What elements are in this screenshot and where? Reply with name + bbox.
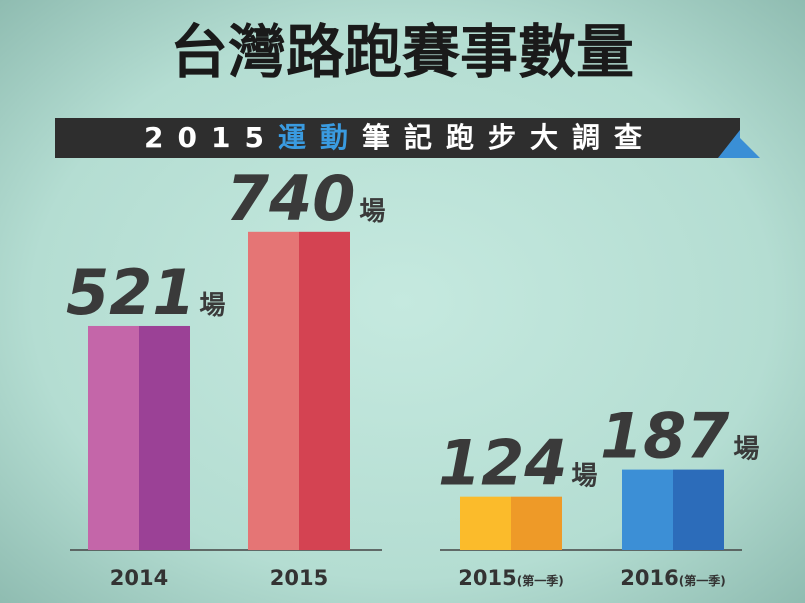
category: 2016	[620, 566, 678, 590]
value-number: 740	[226, 162, 355, 235]
value-unit: 場	[571, 462, 597, 492]
subtitle-part: 運動	[278, 121, 362, 154]
bar	[460, 496, 562, 550]
bar	[248, 231, 350, 551]
value-unit: 場	[199, 291, 225, 321]
value-label: 740 場	[226, 162, 385, 235]
x-tick-label: 2015(第一季)	[458, 566, 563, 590]
value-number: 521	[66, 256, 195, 329]
bar-left	[460, 496, 511, 550]
x-tick-label: 2016(第一季)	[620, 566, 725, 590]
value-number: 187	[600, 400, 730, 473]
value-label: 187 場	[600, 400, 759, 473]
bar-right	[511, 496, 562, 550]
category: 2014	[110, 566, 168, 590]
bar	[622, 469, 724, 550]
category-note: (第一季)	[517, 573, 564, 588]
chart-subtitle: 2015運動筆記跑步大調查	[144, 121, 656, 154]
bar-right	[673, 469, 724, 550]
category-note: (第一季)	[679, 573, 726, 588]
x-tick-label: 2015	[270, 566, 328, 590]
banner-corner	[720, 138, 760, 158]
subtitle-banner	[55, 118, 740, 158]
bar-right	[299, 231, 350, 551]
bar	[88, 325, 190, 550]
bar-left	[88, 325, 139, 550]
bar-left	[622, 469, 673, 550]
subtitle-part: 2015	[144, 121, 278, 154]
bar-left	[248, 231, 299, 551]
value-unit: 場	[359, 197, 385, 227]
value-label: 521 場	[66, 256, 225, 329]
value-unit: 場	[733, 435, 759, 465]
chart-title: 台灣路跑賽事數量	[170, 18, 634, 86]
value-number: 124	[438, 427, 567, 500]
bar-right	[139, 325, 190, 550]
value-label: 124 場	[438, 427, 597, 500]
category: 2015	[270, 566, 328, 590]
x-tick-label: 2014	[110, 566, 168, 590]
category: 2015	[458, 566, 516, 590]
subtitle-part: 筆記跑步大調查	[362, 121, 656, 154]
